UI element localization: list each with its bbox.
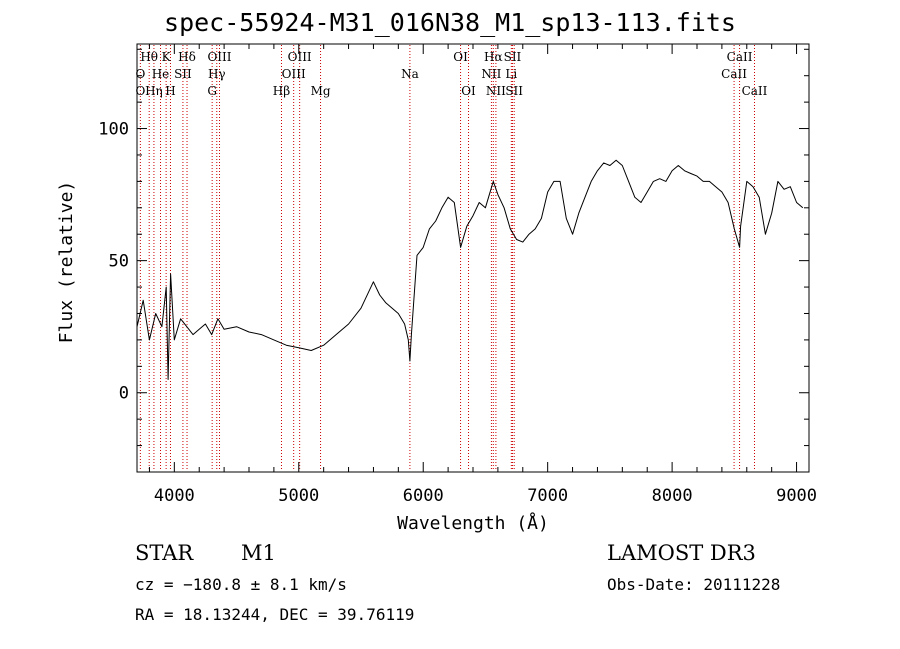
x-tick-label: 8000 — [652, 486, 693, 506]
line-label: SII — [504, 50, 522, 64]
line-label: NII — [486, 84, 506, 98]
y-tick-label: 50 — [109, 252, 129, 272]
page-title: spec-55924-M31_016N38_M1_sp13-113.fits — [164, 8, 736, 37]
line-label: H — [165, 84, 175, 98]
x-tick-label: 9000 — [776, 486, 817, 506]
line-label: Na — [401, 67, 419, 81]
line-label: Hθ — [140, 50, 158, 64]
line-label: SII — [174, 67, 192, 81]
line-label: OIII — [288, 50, 312, 64]
y-tick-label: 100 — [98, 120, 129, 140]
obs-date-text: Obs-Date: 20111228 — [607, 575, 781, 594]
line-label: Hδ — [178, 50, 196, 64]
axis-ticks: 4000 5000 6000 7000 8000 9000 0 50 100 — [98, 44, 817, 506]
line-label: G — [207, 84, 217, 98]
line-label: Hγ — [208, 67, 226, 81]
line-label: Mg — [311, 84, 331, 98]
line-label: Hα — [484, 50, 503, 64]
line-markers — [139, 45, 755, 471]
x-tick-label: 6000 — [403, 486, 444, 506]
line-label: Li — [505, 67, 517, 81]
redshift-text: cz = −180.8 ± 8.1 km/s — [135, 575, 347, 594]
spectrum-series-line — [136, 159, 804, 380]
line-label: He — [152, 67, 170, 81]
line-label: OI — [453, 50, 468, 64]
x-tick-label: 4000 — [154, 486, 195, 506]
y-axis-label: Flux (relative) — [56, 181, 77, 344]
y-tick-label: 0 — [119, 384, 129, 404]
line-labels: OO Hθ Hη He K H SII Hδ G Hγ OIII Hβ OIII OIII Mg Na OI OI… — [135, 50, 767, 98]
object-subclass: M1 — [241, 541, 276, 565]
x-axis-label: Wavelength (Å) — [397, 512, 549, 534]
x-tick-label: 7000 — [527, 486, 568, 506]
line-label: O — [135, 67, 145, 81]
x-tick-label: 5000 — [278, 486, 319, 506]
line-label: O — [135, 84, 145, 98]
plot-frame — [136, 43, 810, 473]
line-label: OI — [461, 84, 476, 98]
line-label: Hη — [145, 84, 163, 98]
survey-name: LAMOST DR3 — [607, 541, 756, 565]
line-label: NII — [481, 67, 501, 81]
line-label: K — [162, 50, 172, 64]
line-label: OIII — [207, 50, 231, 64]
coordinates-text: RA = 18.13244, DEC = 39.76119 — [135, 605, 415, 624]
line-label: CaII — [727, 50, 753, 64]
line-label: Hβ — [273, 84, 290, 98]
line-label: CaII — [721, 67, 747, 81]
line-label: OIII — [282, 67, 306, 81]
object-class: STAR — [135, 541, 194, 565]
line-label: SII — [505, 84, 523, 98]
line-label: CaII — [742, 84, 768, 98]
